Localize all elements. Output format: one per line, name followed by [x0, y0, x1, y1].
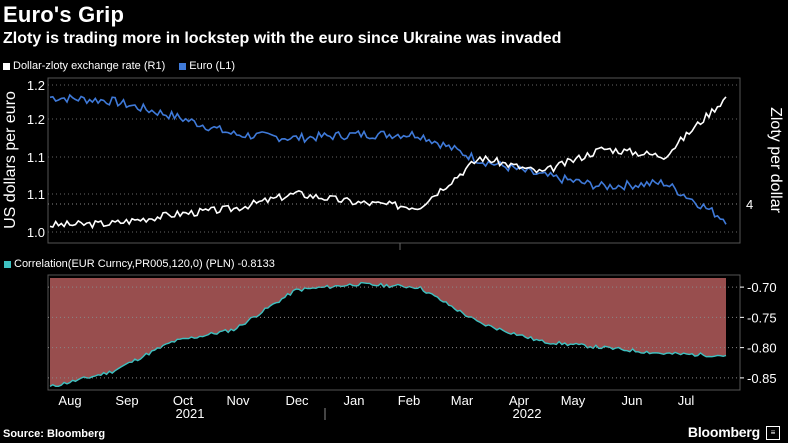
x-month-label: Feb: [398, 393, 420, 408]
y-axis-title-left: US dollars per euro: [2, 91, 19, 229]
legend-label-euro: Euro (L1): [189, 60, 236, 72]
euro-line: [49, 93, 727, 225]
correlation-legend-label: Correlation(EUR Curncy,PR005,120,0) (PLN…: [14, 258, 275, 270]
zloty-line: [49, 96, 727, 230]
x-month-label: Dec: [285, 393, 309, 408]
bloomberg-logo: Bloomberg: [687, 424, 760, 440]
legend-swatch-zloty: [3, 62, 10, 70]
x-month-label: Sep: [115, 393, 138, 408]
top-ytick-label: 1.0: [27, 225, 45, 240]
x-year-label: 2022: [513, 406, 542, 421]
correlation-legend: Correlation(EUR Curncy,PR005,120,0) (PLN…: [4, 258, 275, 270]
correlation-area: [50, 278, 726, 387]
top-ytick-label: 1.1: [27, 150, 45, 165]
chart-title: Euro's Grip: [3, 2, 125, 27]
x-month-label: Nov: [226, 393, 250, 408]
top-plot-frame: [47, 77, 741, 244]
bloomberg-logo-icon: ≡: [766, 426, 780, 440]
legend-swatch-euro: [179, 62, 187, 70]
x-month-label: Oct: [173, 393, 194, 408]
x-month-label: Jan: [344, 393, 365, 408]
x-month-label: Jul: [678, 393, 695, 408]
top-ytick-label: 1.2: [27, 112, 45, 127]
top-ytick-label: 1.2: [27, 78, 45, 93]
correlation-swatch: [4, 260, 11, 268]
correlation-line: [49, 281, 727, 388]
bottom-ytick-label: -0.85: [747, 371, 777, 386]
legend-item-euro: Euro (L1): [179, 60, 235, 72]
top-y2tick-label: 4: [746, 197, 753, 212]
source-note: Source: Bloomberg: [3, 428, 106, 440]
x-year-label: 2021: [176, 406, 205, 421]
bottom-ytick-label: -0.80: [747, 341, 777, 356]
x-month-label: May: [561, 393, 586, 408]
legend-label-zloty: Dollar-zloty exchange rate (R1): [13, 60, 166, 72]
top-ytick-label: 1.1: [27, 187, 45, 202]
legend: Dollar-zloty exchange rate (R1) Euro (L1…: [3, 60, 235, 72]
x-month-label: Jun: [622, 393, 643, 408]
chart-subtitle: Zloty is trading more in lockstep with t…: [3, 30, 562, 47]
bottom-ytick-label: -0.70: [747, 280, 777, 295]
x-month-label: Aug: [58, 393, 81, 408]
x-month-label: Apr: [509, 393, 530, 408]
bottom-ytick-label: -0.75: [747, 310, 777, 325]
x-month-label: Mar: [451, 393, 474, 408]
y-axis-title-right: Zloty per dollar: [767, 107, 784, 213]
legend-item-zloty: Dollar-zloty exchange rate (R1): [3, 60, 165, 72]
